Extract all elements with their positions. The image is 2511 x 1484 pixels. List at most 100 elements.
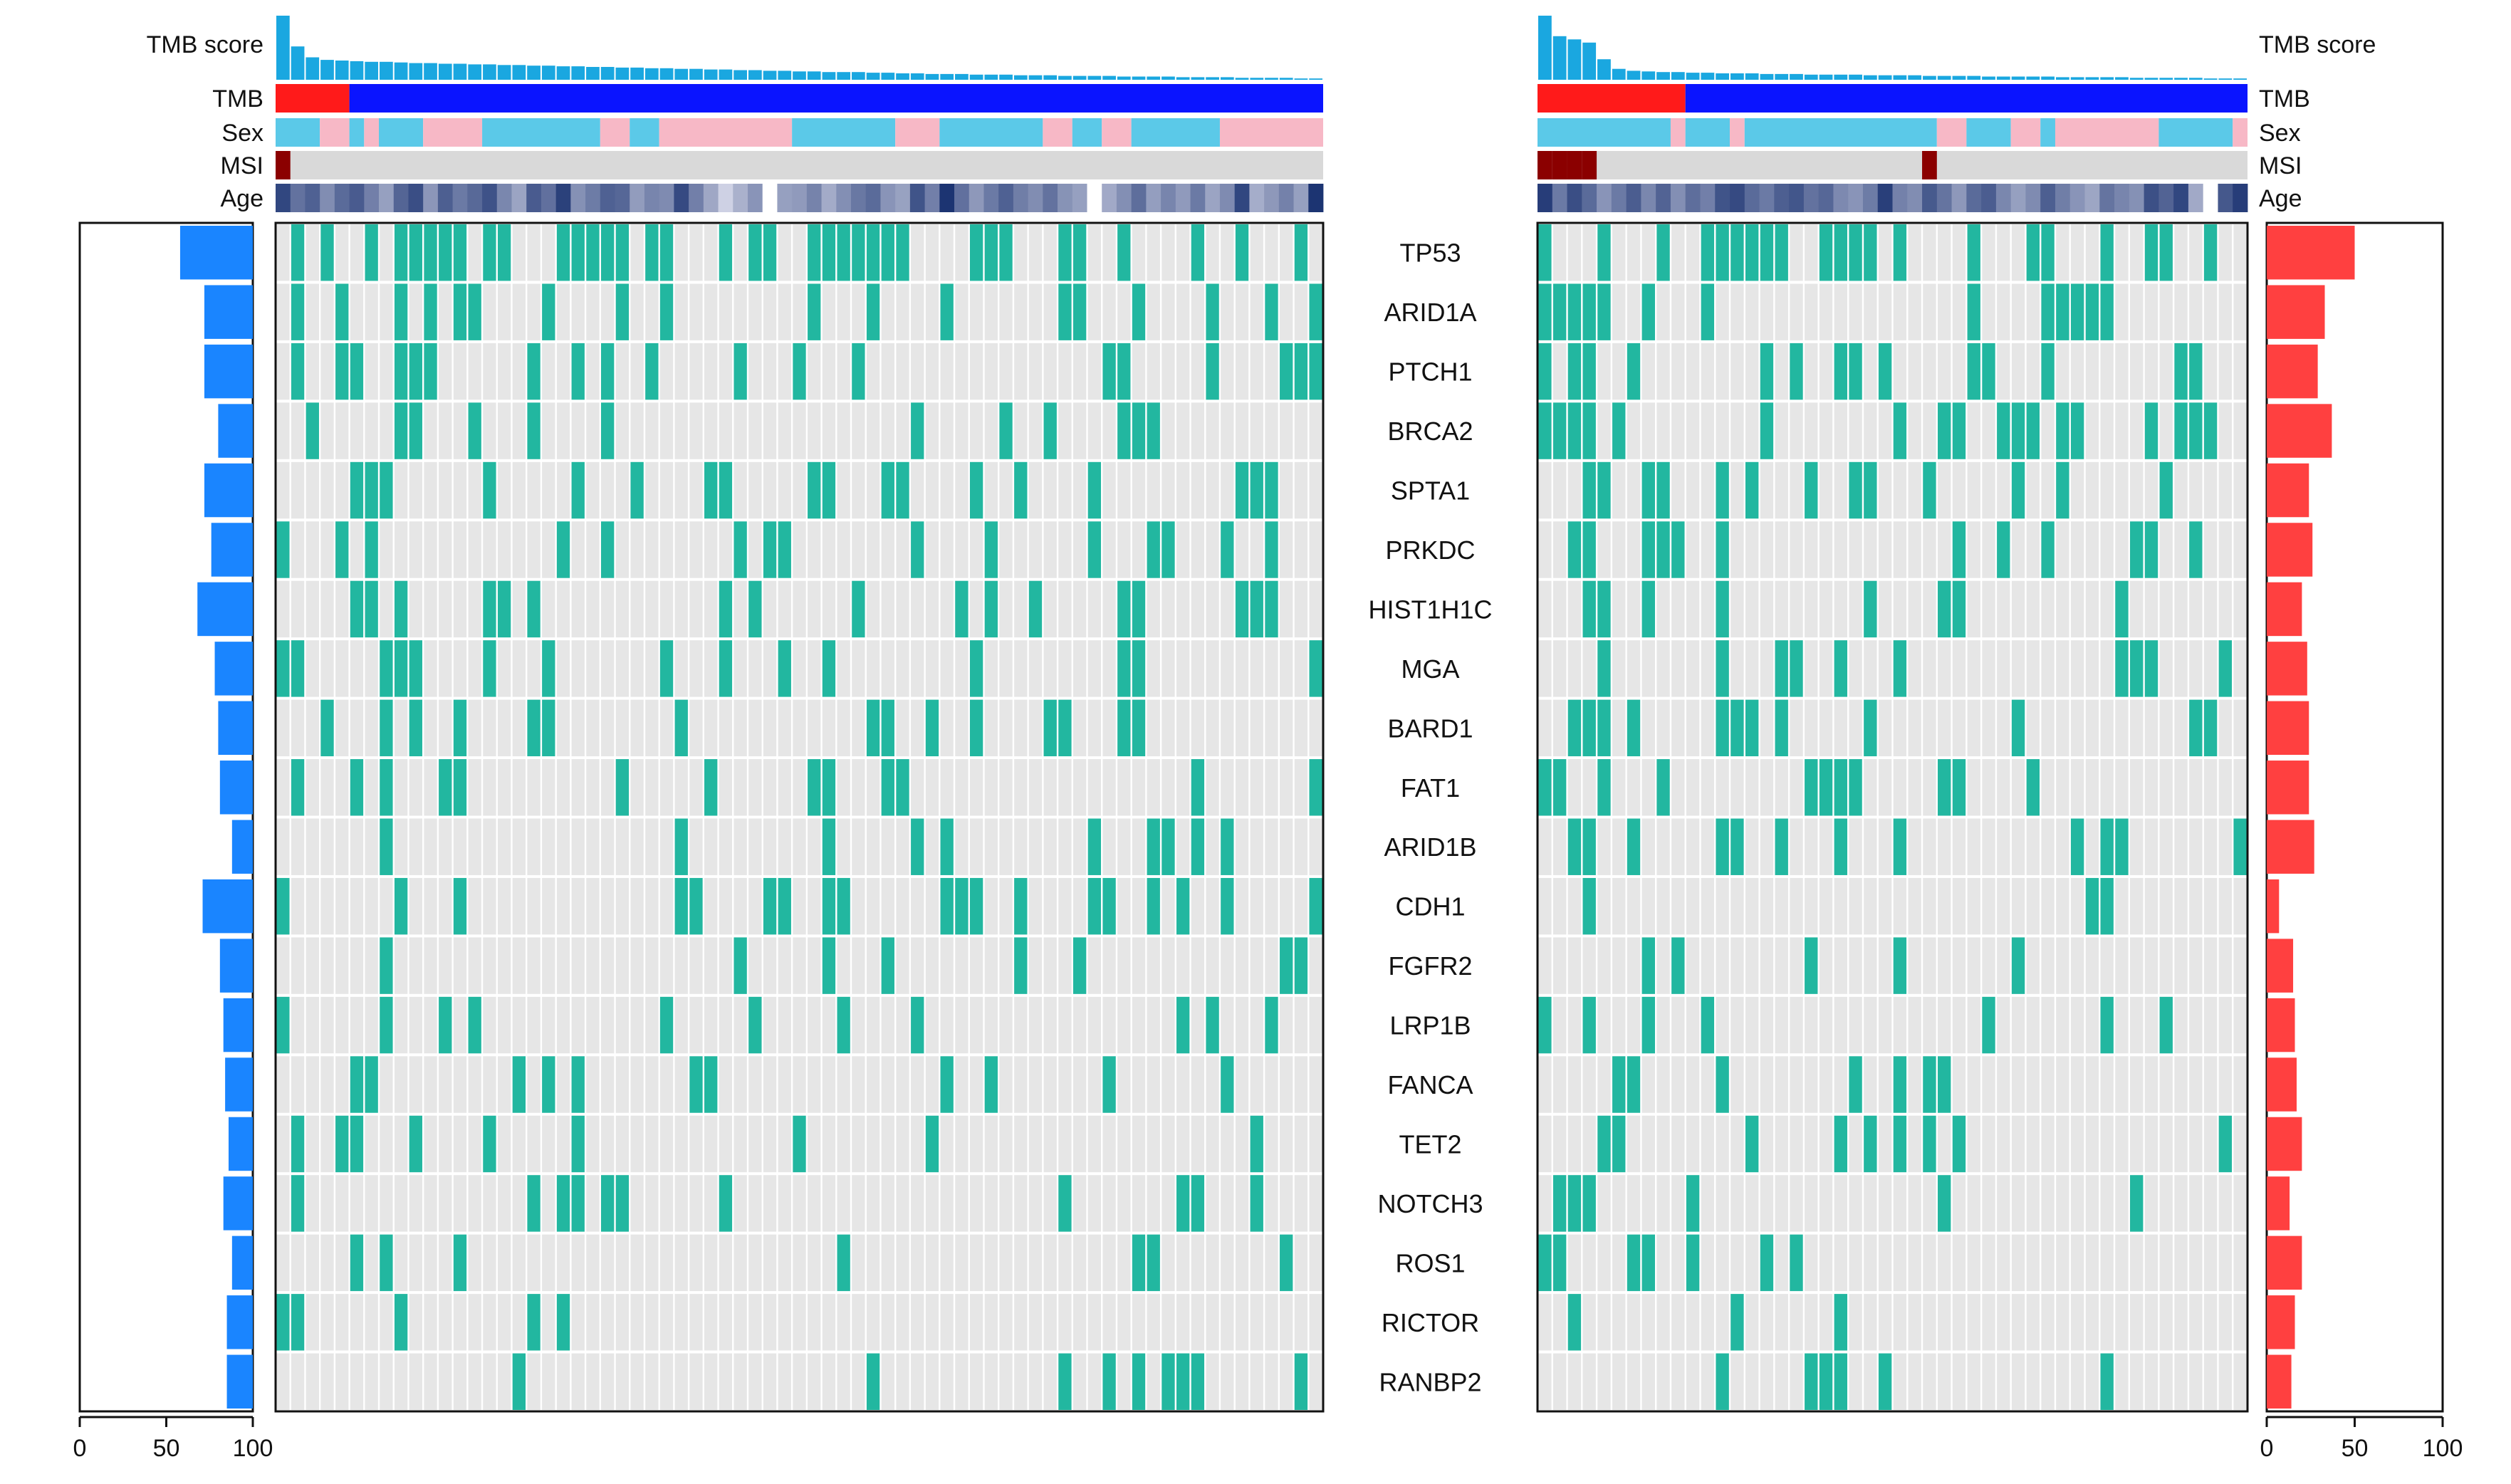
empty-cell bbox=[1161, 1234, 1175, 1292]
mutation-cell bbox=[571, 224, 585, 281]
empty-cell bbox=[1294, 640, 1308, 697]
empty-cell bbox=[763, 1115, 777, 1173]
empty-cell bbox=[1597, 877, 1611, 935]
empty-cell bbox=[659, 580, 674, 638]
empty-cell bbox=[1790, 877, 1803, 935]
empty-cell bbox=[615, 461, 630, 519]
empty-cell bbox=[586, 1056, 600, 1113]
sex-segment bbox=[2010, 118, 2041, 147]
empty-cell bbox=[1102, 402, 1116, 459]
age-cell bbox=[452, 184, 468, 212]
empty-cell bbox=[1908, 1294, 1921, 1351]
empty-cell bbox=[2056, 699, 2069, 757]
empty-cell bbox=[2070, 521, 2084, 578]
empty-cell bbox=[497, 640, 511, 697]
empty-cell bbox=[439, 580, 452, 638]
mutation-cell bbox=[2144, 224, 2158, 281]
empty-cell bbox=[1730, 1234, 1744, 1292]
empty-cell bbox=[497, 1234, 511, 1292]
empty-cell bbox=[1775, 283, 1788, 340]
age-cell bbox=[777, 184, 793, 212]
tmb-score-bar bbox=[1582, 42, 1597, 80]
empty-cell bbox=[645, 996, 659, 1054]
empty-cell bbox=[1265, 818, 1278, 875]
empty-cell bbox=[1221, 759, 1234, 816]
empty-cell bbox=[1923, 224, 1936, 281]
empty-cell bbox=[1206, 1353, 1219, 1410]
empty-cell bbox=[1893, 996, 1907, 1054]
empty-cell bbox=[1058, 996, 1072, 1054]
mutation-cell bbox=[1058, 1175, 1072, 1232]
empty-cell bbox=[335, 461, 349, 519]
empty-cell bbox=[1176, 699, 1190, 757]
empty-cell bbox=[837, 1294, 850, 1351]
mutation-cell bbox=[1849, 461, 1862, 519]
mutation-cell bbox=[896, 224, 909, 281]
empty-cell bbox=[630, 996, 644, 1054]
empty-cell bbox=[1745, 1175, 1759, 1232]
empty-cell bbox=[1656, 343, 1670, 400]
empty-cell bbox=[1834, 402, 1847, 459]
mutation-cell bbox=[512, 1353, 526, 1410]
empty-cell bbox=[512, 580, 526, 638]
mutation-cell bbox=[793, 343, 806, 400]
empty-cell bbox=[320, 521, 334, 578]
empty-cell bbox=[689, 343, 703, 400]
empty-cell bbox=[1893, 283, 1907, 340]
mutation-cell bbox=[2070, 402, 2084, 459]
empty-cell bbox=[984, 343, 998, 400]
empty-cell bbox=[2041, 1294, 2055, 1351]
tmb-score-bar bbox=[527, 66, 541, 80]
empty-cell bbox=[2218, 521, 2233, 578]
age-cell bbox=[2099, 184, 2115, 212]
age-cell bbox=[1219, 184, 1236, 212]
empty-cell bbox=[1908, 877, 1921, 935]
empty-cell bbox=[2100, 1056, 2114, 1113]
mutation-cell bbox=[1952, 521, 1966, 578]
mutation-cell bbox=[778, 877, 791, 935]
empty-cell bbox=[2174, 759, 2188, 816]
tmb-score-bar bbox=[2144, 78, 2158, 80]
msi-high-cell bbox=[1922, 151, 1937, 179]
empty-cell bbox=[1982, 1294, 1995, 1351]
empty-cell bbox=[925, 1056, 939, 1113]
age-cell bbox=[320, 184, 335, 212]
right-frequency-bar bbox=[2267, 642, 2307, 696]
empty-cell bbox=[940, 937, 954, 994]
mutation-cell bbox=[291, 1294, 305, 1351]
empty-cell bbox=[1206, 877, 1219, 935]
empty-cell bbox=[2026, 461, 2040, 519]
age-cell bbox=[1848, 184, 1864, 212]
tmb-score-bar bbox=[2218, 78, 2233, 80]
empty-cell bbox=[1582, 1353, 1596, 1410]
right-axis-tick-label: 50 bbox=[2342, 1435, 2369, 1462]
empty-cell bbox=[911, 1353, 924, 1410]
empty-cell bbox=[1952, 996, 1966, 1054]
empty-cell bbox=[999, 521, 1013, 578]
empty-cell bbox=[527, 1234, 541, 1292]
empty-cell bbox=[630, 224, 644, 281]
mutation-cell bbox=[350, 580, 364, 638]
empty-cell bbox=[424, 461, 437, 519]
empty-cell bbox=[1280, 759, 1293, 816]
mutation-cell bbox=[1775, 699, 1788, 757]
age-cell bbox=[2173, 184, 2189, 212]
tmb-score-bar bbox=[1132, 76, 1146, 80]
empty-cell bbox=[822, 343, 836, 400]
empty-cell bbox=[734, 1175, 747, 1232]
empty-cell bbox=[689, 1234, 703, 1292]
empty-cell bbox=[793, 1056, 806, 1113]
empty-cell bbox=[1102, 1115, 1116, 1173]
empty-cell bbox=[1102, 759, 1116, 816]
empty-cell bbox=[999, 1175, 1013, 1232]
empty-cell bbox=[1760, 1175, 1774, 1232]
empty-cell bbox=[1641, 1115, 1655, 1173]
empty-cell bbox=[1280, 1115, 1293, 1173]
empty-cell bbox=[881, 996, 894, 1054]
empty-cell bbox=[1087, 283, 1102, 340]
empty-cell bbox=[1147, 580, 1160, 638]
mutation-cell bbox=[1265, 996, 1278, 1054]
empty-cell bbox=[1028, 996, 1043, 1054]
empty-cell bbox=[453, 640, 467, 697]
empty-cell bbox=[1849, 1353, 1862, 1410]
